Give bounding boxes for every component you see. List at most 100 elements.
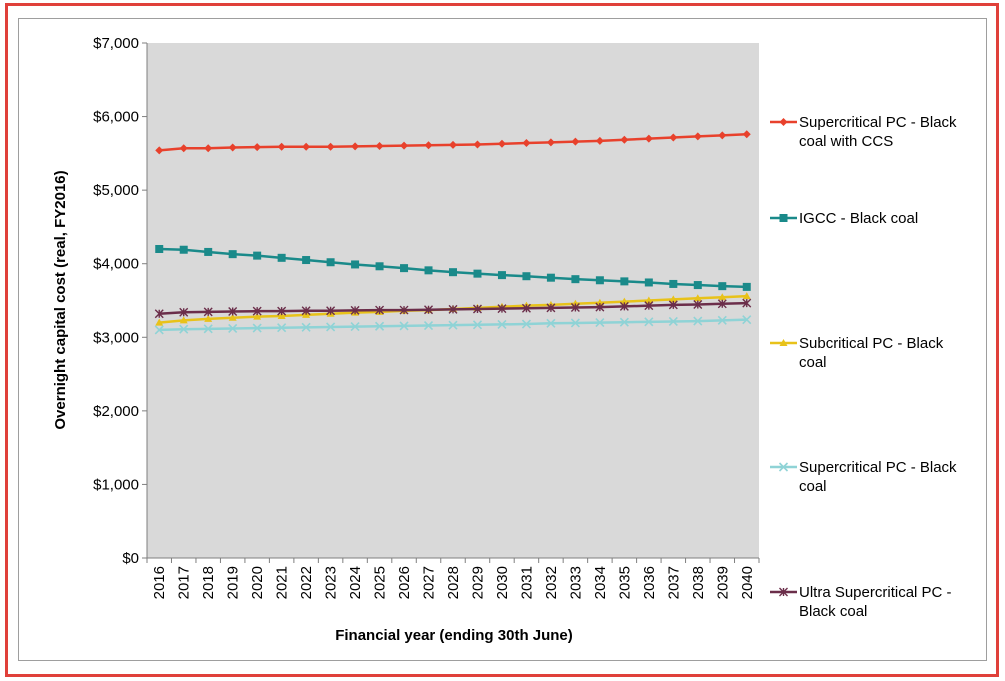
data-point <box>375 305 385 315</box>
x-tick-label: 2032 <box>543 566 560 599</box>
data-point <box>301 322 311 332</box>
data-point <box>228 143 237 152</box>
data-point <box>399 321 409 331</box>
legend-label: IGCC - Black coal <box>799 210 918 227</box>
data-point <box>644 278 653 287</box>
data-point <box>350 305 360 315</box>
legend-label: Supercritical PC - Black <box>799 459 957 476</box>
data-point <box>742 130 751 139</box>
data-point <box>497 139 506 148</box>
data-point <box>253 251 262 260</box>
data-point <box>669 133 678 142</box>
data-point <box>693 132 702 141</box>
data-point <box>717 299 727 309</box>
x-tick-label: 2018 <box>200 566 217 599</box>
x-tick-label: 2023 <box>323 566 340 599</box>
data-point <box>228 307 238 317</box>
data-point <box>326 306 336 316</box>
data-point <box>203 307 213 317</box>
data-point <box>253 143 262 152</box>
legend-label: coal with CCS <box>799 133 893 150</box>
series-2 <box>155 245 751 291</box>
data-point <box>669 295 678 303</box>
data-point <box>778 462 789 472</box>
data-point <box>693 281 702 290</box>
data-point <box>644 134 653 143</box>
data-point <box>203 324 213 334</box>
y-tick-label: $7,000 <box>93 35 139 52</box>
y-tick-label: $0 <box>122 550 139 567</box>
series-5 <box>154 298 752 319</box>
y-tick-label: $5,000 <box>93 182 139 199</box>
data-point <box>717 315 727 325</box>
data-point <box>155 318 164 326</box>
x-tick-label: 2037 <box>665 566 682 599</box>
data-point <box>277 142 286 151</box>
data-point <box>718 293 727 301</box>
x-tick-label: 2020 <box>249 566 266 599</box>
data-point <box>473 140 482 149</box>
legend-item: Supercritical PC - Black coal with CCS <box>770 114 957 150</box>
data-point <box>154 309 164 319</box>
legend: Supercritical PC - Black coal with CCS IGC… <box>770 114 957 620</box>
x-axis-title: Financial year (ending 30th June) <box>335 627 573 644</box>
data-point <box>595 276 604 285</box>
data-point <box>620 297 629 305</box>
x-tick-label: 2022 <box>298 566 315 599</box>
data-point <box>448 304 458 314</box>
data-point <box>351 142 360 151</box>
data-point <box>301 306 311 316</box>
data-point <box>546 318 556 328</box>
data-point <box>423 320 434 331</box>
data-point <box>742 292 751 300</box>
data-point <box>204 247 213 256</box>
data-point <box>693 300 703 310</box>
y-tick-label: $4,000 <box>93 256 139 273</box>
data-point <box>154 325 164 335</box>
chart-area-border <box>18 18 987 661</box>
data-point <box>571 275 580 284</box>
data-point <box>644 301 654 311</box>
data-point <box>449 140 457 149</box>
data-point <box>620 277 629 286</box>
data-point <box>522 139 531 148</box>
x-tick-label: 2035 <box>616 566 633 599</box>
data-point <box>253 312 262 320</box>
x-tick-label: 2034 <box>592 566 609 599</box>
data-point <box>472 320 483 330</box>
data-point <box>620 135 629 144</box>
data-point <box>179 324 189 334</box>
data-point <box>277 323 287 333</box>
x-tick-label: 2039 <box>714 566 731 599</box>
data-point <box>718 282 727 291</box>
data-point <box>595 136 604 145</box>
legend-item: Ultra Supercritical PC - Black coal <box>770 584 952 620</box>
data-point <box>779 339 788 346</box>
data-point <box>668 300 678 310</box>
data-point <box>277 306 287 316</box>
data-point <box>326 322 336 332</box>
data-point <box>718 131 727 140</box>
x-tick-label: 2030 <box>494 566 511 599</box>
data-point <box>424 141 433 150</box>
data-point <box>742 282 751 291</box>
x-tick-label: 2027 <box>421 566 438 599</box>
series-4 <box>154 315 752 335</box>
data-point <box>326 258 335 267</box>
data-point <box>204 314 213 322</box>
data-point <box>252 306 262 316</box>
data-point <box>375 262 384 271</box>
data-point <box>571 137 580 146</box>
legend-item: Supercritical PC - Black coal <box>770 459 957 495</box>
data-point <box>302 256 311 265</box>
x-tick-label: 2038 <box>690 566 707 599</box>
legend-item: Subcritical PC - Black coal <box>770 335 944 371</box>
data-point <box>179 316 188 324</box>
data-point <box>400 141 409 150</box>
data-point <box>521 303 531 313</box>
x-tick-label: 2019 <box>225 566 242 599</box>
data-point <box>546 138 555 147</box>
data-point <box>693 316 703 326</box>
data-point <box>473 269 482 278</box>
legend-label: Ultra Supercritical PC - <box>799 584 952 601</box>
